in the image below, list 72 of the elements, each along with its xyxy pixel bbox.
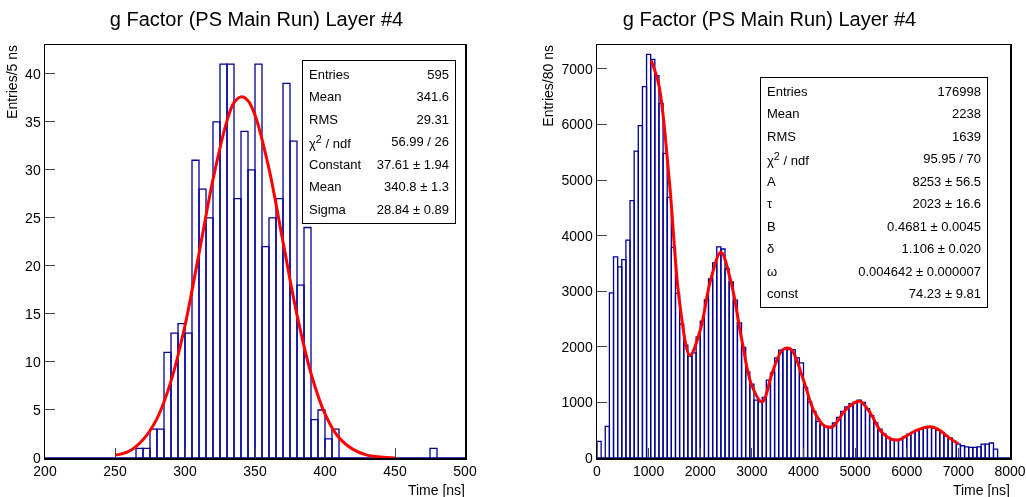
x-tick-label: 350 (243, 463, 267, 480)
y-tick-label: 7000 (561, 60, 593, 77)
annotation: Entries (309, 65, 351, 84)
x-tick-label: 400 (313, 463, 337, 480)
x-axis-title: Time [ns] (952, 481, 1010, 497)
y-tick-label: 2000 (561, 338, 593, 355)
annotation: B (767, 217, 777, 236)
y-tick-label: 3000 (561, 283, 593, 300)
annotation: χ$^{2}$ / ndf (309, 131, 352, 153)
y-tick-label: 0 (584, 449, 593, 466)
x-tick-label: 5000 (839, 463, 871, 480)
annotation: 8253 ± 56.5 (911, 172, 981, 191)
annotation: Entries (767, 82, 809, 101)
x-tick-label: 300 (173, 463, 197, 480)
x-tick-label: 250 (103, 463, 127, 480)
annotation: 341.6 (415, 88, 449, 107)
x-tick-label: 6000 (891, 463, 923, 480)
x-tick-label: 200 (33, 463, 57, 480)
annotation: Sigma (309, 200, 347, 219)
y-tick-label: 30 (25, 161, 41, 178)
y-tick-label: 4000 (561, 227, 593, 244)
y-tick-label: 5000 (561, 171, 593, 188)
x-tick-label: 1000 (633, 463, 665, 480)
x-tick-label: 450 (383, 463, 407, 480)
annotation: const (767, 285, 800, 304)
annotation: Mean (309, 178, 343, 197)
annotation: ω (767, 262, 779, 281)
y-tick-label: 25 (25, 209, 41, 226)
chart-title: g Factor (PS Main Run) Layer #4 (109, 8, 404, 31)
x-tick-label: 8000 (994, 463, 1026, 480)
y-tick-label: 10 (25, 353, 41, 370)
annotation: 1.106 ± 0.020 (900, 240, 981, 259)
annotation: 95.95 / 70 (922, 150, 981, 169)
annotation: 340.8 ± 1.3 (383, 178, 449, 197)
annotation: 56.99 / 26 (390, 133, 449, 152)
annotation: χ$^{2}$ / ndf (767, 148, 810, 170)
y-tick-label: 35 (25, 113, 41, 130)
x-tick-label: 7000 (942, 463, 975, 480)
annotation: RMS (309, 110, 339, 129)
y-tick-label: 0 (32, 449, 41, 466)
annotation: Mean (767, 105, 801, 124)
chart-title: g Factor (PS Main Run) Layer #4 (622, 8, 917, 31)
y-tick-label: 40 (25, 65, 41, 82)
annotation: 28.84 ± 0.89 (375, 200, 449, 219)
annotation: 2023 ± 16.6 (911, 195, 981, 214)
x-tick-label: 500 (453, 463, 477, 480)
annotation: RMS (767, 127, 797, 146)
y-axis-title: Entries/80 ns (540, 45, 557, 127)
annotation: 74.23 ± 9.81 (907, 285, 981, 304)
annotation: 29.31 (415, 110, 449, 129)
y-tick-label: 20 (25, 257, 41, 274)
x-tick-label: 3000 (736, 463, 768, 480)
annotation: τ (767, 195, 774, 214)
annotation: 37.61 ± 1.94 (375, 155, 449, 174)
annotation: Mean (309, 88, 343, 107)
annotation: 176998 (936, 82, 981, 101)
annotation: 0.4681 ± 0.0045 (886, 217, 981, 236)
annotation: δ (767, 240, 776, 259)
annotation: 0.004642 ± 0.000007 (857, 262, 981, 281)
y-tick-label: 6000 (561, 116, 593, 133)
x-axis-title: Time [ns] (407, 481, 465, 497)
annotation: 1639 (951, 127, 981, 146)
x-tick-label: 2000 (684, 463, 717, 480)
y-tick-label: 15 (25, 305, 41, 322)
y-tick-label: 1000 (561, 394, 593, 411)
annotation: A (767, 172, 777, 191)
y-tick-label: 5 (32, 401, 41, 418)
annotation: 2238 (951, 105, 981, 124)
x-tick-label: 4000 (787, 463, 820, 480)
annotation: 595 (426, 65, 449, 84)
y-axis-title: Entries/5 ns (3, 45, 20, 119)
annotation: Constant (309, 155, 363, 174)
